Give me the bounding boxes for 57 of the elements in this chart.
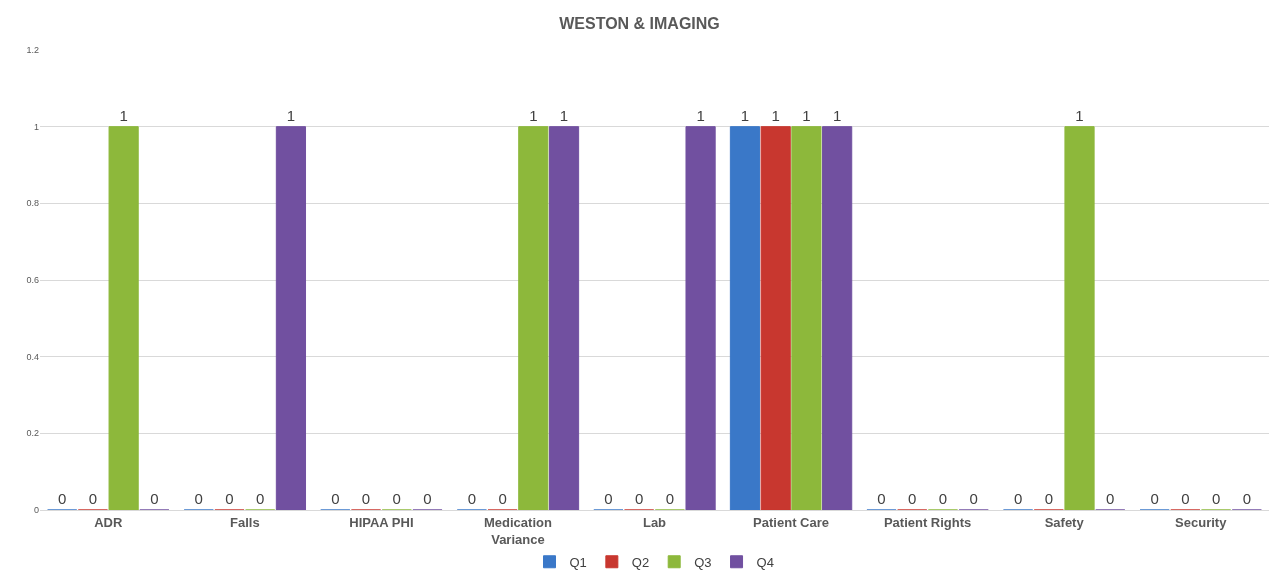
data-label: 1 [771, 106, 780, 124]
y-tick-label: 0.4 [26, 351, 39, 362]
data-label: 0 [1150, 490, 1159, 507]
data-label: 1 [1075, 106, 1084, 124]
data-label: 0 [256, 490, 265, 507]
x-tick-label: Patient Rights [883, 514, 972, 530]
data-label: 1 [286, 106, 296, 124]
data-label: 1 [832, 106, 842, 124]
x-tick-label: ADR [94, 514, 123, 530]
x-tick-label: Medication Variance [483, 514, 552, 547]
data-label: 1 [740, 106, 750, 124]
data-label: 0 [1211, 490, 1221, 507]
data-label: 0 [498, 490, 507, 507]
data-label: 1 [696, 106, 705, 124]
data-label: 0 [331, 490, 340, 507]
data-label: 0 [58, 490, 67, 507]
y-tick-label: 0.2 [26, 428, 39, 439]
data-label: 1 [529, 106, 538, 124]
legend-label: Q3 [694, 554, 712, 570]
x-tick-label: HIPAA PHI [349, 514, 414, 530]
data-label: 0 [1242, 490, 1251, 507]
data-label: 0 [150, 490, 159, 507]
legend-label: Q4 [756, 554, 774, 570]
y-tick-label: 1.2 [26, 45, 39, 56]
chart-title: WESTON & IMAGING [559, 14, 720, 32]
data-label: 0 [969, 490, 978, 507]
x-tick-label: Falls [230, 514, 260, 530]
y-tick-label: 0.6 [26, 275, 39, 286]
data-label: 1 [802, 106, 811, 124]
legend-label: Q2 [631, 554, 650, 570]
legend-label: Q1 [569, 554, 587, 570]
data-label: 0 [665, 490, 675, 507]
data-label: 0 [194, 490, 203, 507]
y-tick-label: 0.8 [26, 198, 39, 209]
data-label: 1 [119, 106, 128, 124]
x-tick-label: Lab [642, 514, 667, 530]
x-tick-label: Safety [1044, 514, 1085, 530]
y-tick-label: 0 [33, 505, 39, 516]
data-label: 0 [634, 490, 644, 507]
data-label: 0 [88, 490, 98, 507]
data-label: 0 [392, 490, 401, 507]
data-label: 0 [1106, 490, 1115, 507]
data-label: 0 [1044, 490, 1053, 507]
data-label: 0 [467, 490, 477, 507]
data-label: 0 [1013, 490, 1023, 507]
data-label: 0 [423, 490, 432, 507]
data-label: 0 [225, 490, 234, 507]
data-label: 1 [559, 106, 569, 124]
data-label: 0 [938, 490, 948, 507]
data-label: 0 [908, 490, 917, 507]
data-label: 0 [1181, 490, 1190, 507]
y-tick-label: 1 [33, 121, 39, 132]
x-tick-label: Patient Care [753, 514, 829, 530]
data-label: 0 [877, 490, 886, 507]
data-label: 0 [361, 490, 371, 507]
x-tick-label: Security [1175, 514, 1228, 530]
data-label: 0 [604, 490, 613, 507]
